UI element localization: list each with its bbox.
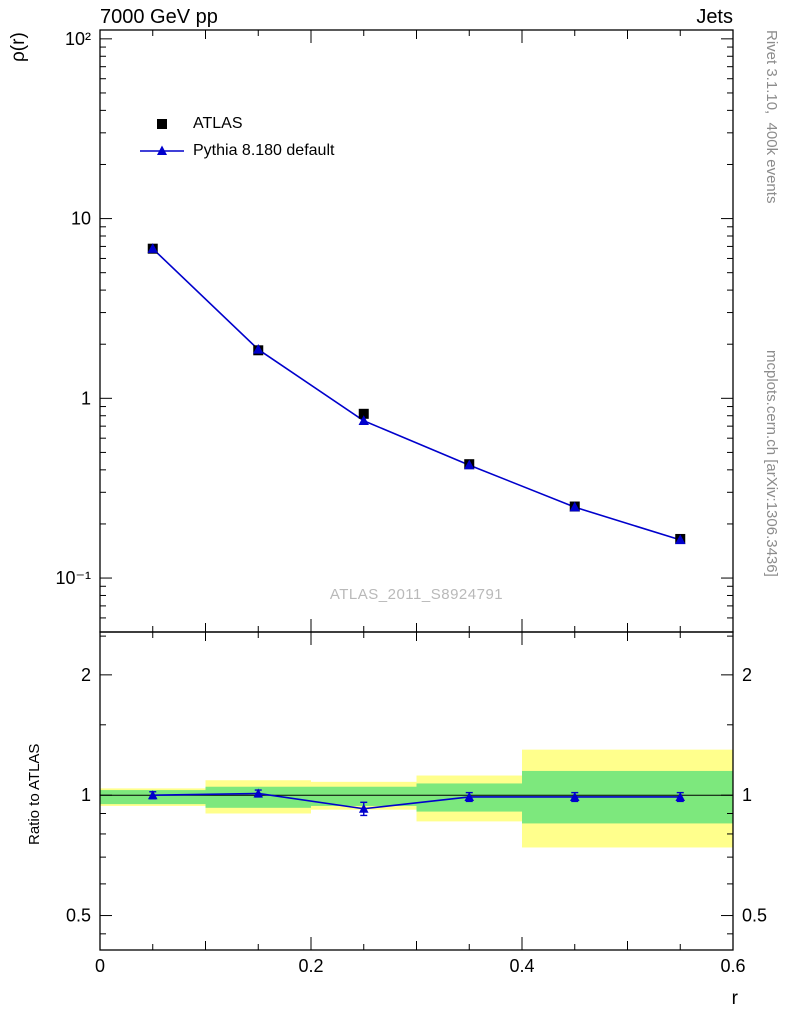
plot-title-right: Jets: [696, 6, 733, 28]
ratio-data-point: [253, 788, 264, 798]
ratio-data-point: [147, 790, 158, 800]
plot-title-left: 7000 GeV pp: [100, 6, 218, 28]
main-y-axis-label: ρ(r): [8, 32, 29, 62]
x-axis-label: r: [731, 988, 738, 1009]
xtick-label: 0.4: [509, 956, 534, 976]
pythia-data-point: [569, 501, 580, 512]
main-ytick-label: 10²: [65, 29, 91, 49]
xtick-label: 0.6: [720, 956, 745, 976]
atlas-data-point: [358, 408, 369, 419]
rivet-version-text: Rivet 3.1.10, 400k events: [763, 30, 780, 204]
pythia-line: [152, 248, 681, 541]
ratio-ytick-label-left: 2: [81, 665, 91, 685]
ratio-ytick-label-right: 2: [742, 665, 752, 685]
main-ytick-label: 10⁻¹: [55, 568, 91, 588]
ratio-ytick-label-right: 1: [742, 785, 752, 805]
analysis-watermark: ATLAS_2011_S8924791: [329, 586, 504, 603]
ratio-data-point: [569, 791, 580, 801]
pythia-data-point: [147, 243, 158, 253]
ratio-ytick-label-right: 0.5: [742, 906, 767, 926]
ratio-data-point: [675, 791, 686, 801]
mcplots-reference-text: mcplots.cern.ch [arXiv:1306.3436]: [763, 350, 780, 577]
legend-label-atlas: ATLAS: [193, 114, 243, 132]
pythia-marker-icon: [140, 144, 184, 158]
ratio-ytick-label-left: 1: [81, 785, 91, 805]
xtick-label: 0.2: [298, 956, 323, 976]
pythia-data-point: [253, 343, 264, 354]
legend-item-pythia: Pythia 8.180 default: [140, 137, 334, 164]
atlas-marker-icon: [140, 117, 184, 131]
pythia-data-point: [464, 459, 475, 470]
ratio-y-axis-label: Ratio to ATLAS: [26, 743, 43, 845]
legend: ATLAS Pythia 8.180 default: [140, 110, 334, 164]
ratio-ytick-label-left: 0.5: [66, 906, 91, 926]
legend-item-atlas: ATLAS: [140, 110, 334, 137]
legend-label-pythia: Pythia 8.180 default: [193, 141, 335, 159]
main-ytick-label: 10: [71, 209, 91, 229]
ratio-data-point: [464, 791, 475, 801]
ratio-data-point: [358, 803, 369, 813]
ratio-band-green: [311, 786, 417, 806]
ratio-line: [152, 792, 681, 810]
main-ytick-label: 1: [81, 388, 91, 408]
pythia-data-point: [675, 534, 686, 545]
pythia-data-point: [358, 415, 369, 425]
xtick-label: 0: [95, 956, 105, 976]
